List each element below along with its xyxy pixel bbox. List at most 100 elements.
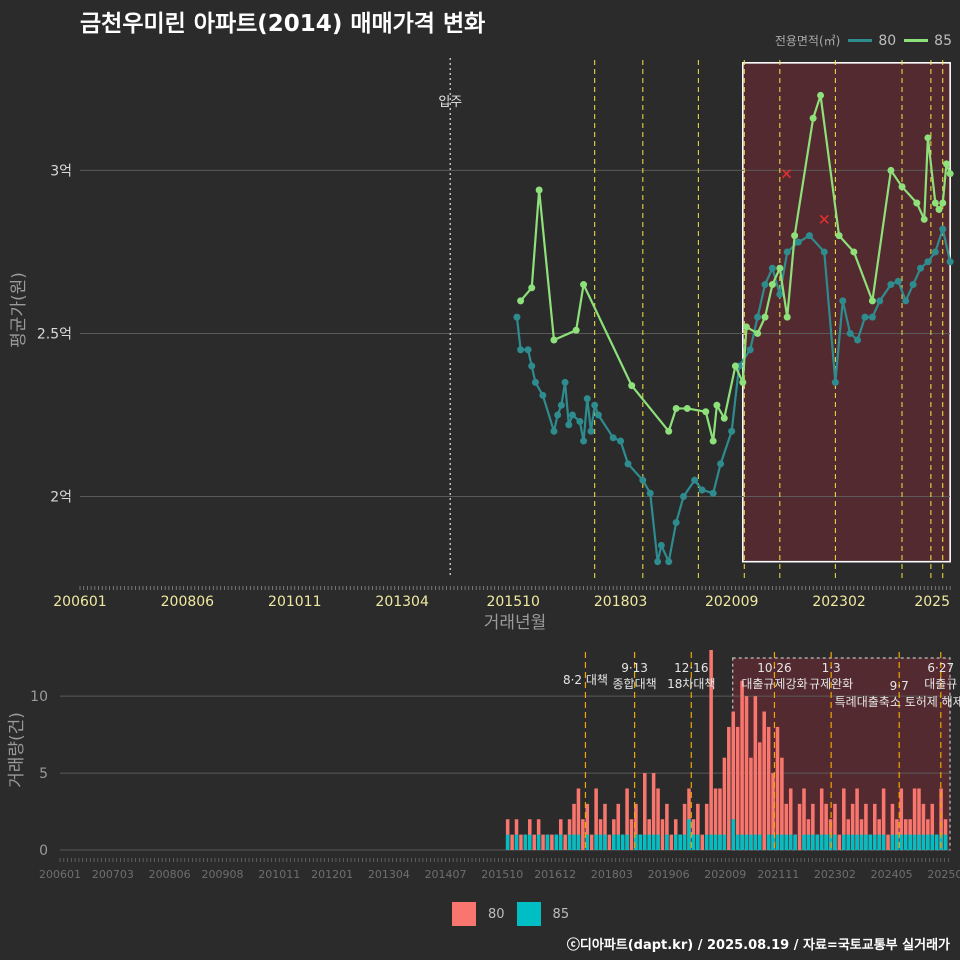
bar-80 <box>567 819 572 850</box>
data-point-85 <box>946 170 954 178</box>
data-point-80 <box>568 411 576 419</box>
data-point-85 <box>535 186 543 194</box>
legend-label-85: 85 <box>934 32 952 49</box>
data-point-85 <box>783 313 791 321</box>
bar-85 <box>709 834 713 850</box>
bar-80 <box>806 819 811 850</box>
data-point-85 <box>835 232 843 240</box>
bar-85 <box>673 834 678 850</box>
data-point-85 <box>776 264 784 272</box>
data-point-85 <box>709 437 717 445</box>
x-tick-label: 200601 <box>53 594 106 610</box>
x-tick-label: 201407 <box>425 868 467 881</box>
x-tick-label: 201803 <box>591 868 633 881</box>
data-point-80 <box>728 427 736 435</box>
bar-85 <box>806 834 811 850</box>
x-tick-label: 202009 <box>705 594 758 610</box>
bar-80 <box>797 803 802 850</box>
data-point-85 <box>731 362 739 370</box>
bar-80 <box>682 803 687 850</box>
bar-85 <box>704 834 709 850</box>
data-point-80 <box>680 492 688 500</box>
bar-80 <box>691 819 696 850</box>
data-point-85 <box>850 248 858 256</box>
bar-80 <box>594 788 598 850</box>
data-point-80 <box>746 346 754 354</box>
bar-85 <box>780 834 784 850</box>
x-tick-label: 202302 <box>812 594 865 610</box>
data-point-80 <box>868 313 876 321</box>
bar-85 <box>842 834 846 850</box>
policy-label: 9·7 <box>890 679 909 693</box>
bar-80 <box>735 726 740 850</box>
bar-85 <box>766 834 771 850</box>
data-point-85 <box>913 199 921 207</box>
data-point-85 <box>817 91 825 99</box>
bar-80 <box>713 788 718 850</box>
bar-80 <box>744 696 749 850</box>
legend-top-title: 전용면적(㎡) <box>774 34 841 48</box>
data-point-85 <box>665 427 673 435</box>
data-point-85 <box>898 183 906 191</box>
data-point-85 <box>517 297 525 305</box>
bar-80 <box>665 803 669 850</box>
y-tick-label: 0 <box>39 843 48 859</box>
data-point-85 <box>809 114 817 122</box>
legend-line-85 <box>904 39 929 42</box>
bar-85 <box>678 834 682 850</box>
data-point-85 <box>739 378 747 386</box>
y-axis-title: 거래량(건) <box>7 712 27 788</box>
policy-label: 10·26 <box>757 661 791 675</box>
bar-85 <box>930 834 935 850</box>
bar-80 <box>722 757 727 850</box>
bar-80 <box>855 788 859 850</box>
bar-80 <box>939 788 943 850</box>
legend-bottom-label-80: 80 <box>488 906 505 922</box>
legend-swatch-85 <box>516 902 541 926</box>
data-point-80 <box>517 346 525 354</box>
bar-80 <box>753 696 758 850</box>
policy-label: 12·16 <box>674 661 708 675</box>
legend-top: 전용면적(㎡) 80 85 <box>775 32 952 49</box>
price-line-chart: 2억 2.5억 3억 입주 200601 200806 201011 201304 201510… <box>9 58 954 633</box>
bar-85 <box>625 834 629 850</box>
bar-85 <box>775 834 780 850</box>
data-point-80 <box>524 346 532 354</box>
x-tick-label: 202302 <box>814 868 856 881</box>
bar-80 <box>877 819 881 850</box>
bar-80 <box>824 803 828 850</box>
data-point-85 <box>791 232 799 240</box>
data-point-80 <box>624 460 632 468</box>
bar-80 <box>647 819 651 850</box>
legend-swatch-80 <box>452 902 476 926</box>
data-point-80 <box>820 248 828 256</box>
bar-85 <box>903 834 908 850</box>
y-tick-label: 2.5억 <box>37 326 72 342</box>
bar-85 <box>771 834 775 850</box>
y-tick-label: 10 <box>30 689 48 705</box>
data-point-80 <box>917 264 925 272</box>
bar-80 <box>740 680 744 850</box>
bar-85 <box>934 834 939 850</box>
bar-85 <box>877 834 881 850</box>
legend-bottom-label-85: 85 <box>552 906 570 922</box>
bar-80 <box>771 773 775 850</box>
data-point-80 <box>894 277 902 285</box>
data-point-80 <box>617 437 625 445</box>
bar-85 <box>682 834 687 850</box>
bar-80 <box>589 834 594 850</box>
bar-80 <box>731 711 736 850</box>
data-point-85 <box>628 382 636 390</box>
data-point-80 <box>583 395 591 403</box>
policy-label: 8·2 대책 <box>563 672 608 687</box>
bar-80 <box>643 773 647 850</box>
policy-sublabel: 특례대출축소 토허제 해제 <box>835 695 960 709</box>
bar-80 <box>625 788 629 850</box>
legend-item-85: 85 <box>904 33 952 49</box>
bar-85 <box>744 834 749 850</box>
bar-80 <box>532 834 536 850</box>
bar-85 <box>523 834 528 850</box>
data-point-80 <box>565 421 573 429</box>
bar-80 <box>536 819 541 850</box>
